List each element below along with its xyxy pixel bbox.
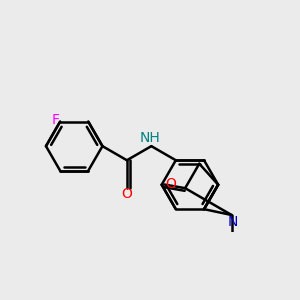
Text: N: N <box>228 214 238 229</box>
Text: O: O <box>121 187 132 200</box>
Text: F: F <box>52 113 60 127</box>
Text: NH: NH <box>140 131 160 145</box>
Text: O: O <box>165 178 176 191</box>
